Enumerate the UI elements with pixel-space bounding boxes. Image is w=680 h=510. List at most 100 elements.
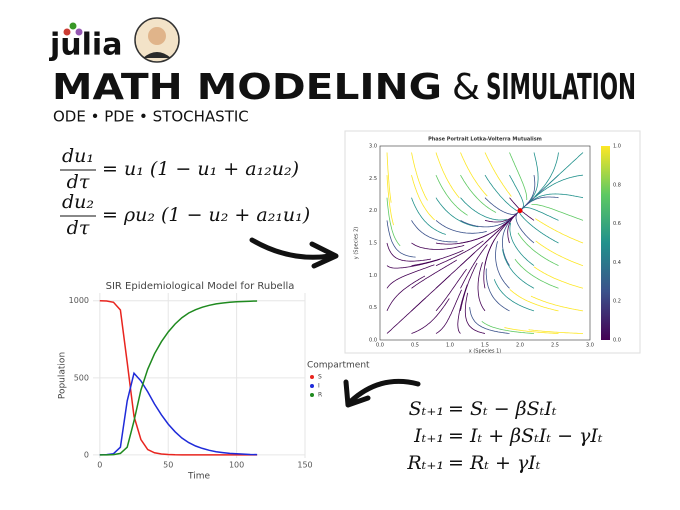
pp-x-tick: 3.0 — [586, 343, 594, 349]
pp-x-tick: 1.0 — [446, 343, 454, 349]
streamline — [460, 217, 512, 228]
streamline — [435, 289, 462, 334]
streamline — [435, 174, 468, 216]
arrow-head — [309, 241, 339, 269]
chart-title: SIR Epidemiological Model for Rubella — [106, 281, 295, 292]
series-line — [99, 371, 258, 456]
colorbar-tick: 0.2 — [613, 299, 621, 305]
logo-dot — [69, 22, 77, 30]
streamline — [411, 175, 435, 221]
streamline — [435, 197, 479, 228]
streamline — [435, 240, 484, 266]
streamline — [509, 222, 535, 266]
streamline — [501, 218, 513, 266]
colorbar-tick: 0.4 — [613, 260, 621, 266]
series-line — [99, 300, 258, 456]
streamline — [386, 197, 401, 247]
eq-denominator: dτ — [67, 171, 90, 193]
streamline — [411, 249, 464, 266]
streamline — [460, 262, 478, 311]
title: SIMULATION — [486, 67, 636, 108]
title: MATH MODELING — [52, 67, 442, 108]
title: & — [452, 67, 480, 108]
streamline — [386, 220, 416, 258]
streamline — [517, 232, 559, 266]
streamline — [460, 244, 488, 289]
pp-y-tick: 3.0 — [369, 144, 377, 150]
streamline — [435, 220, 487, 234]
arrow — [347, 378, 421, 405]
phase-portrait: Phase Portrait Lotka-Volterra Mutualism x… — [354, 137, 621, 355]
streamline — [484, 152, 512, 197]
streamline — [469, 307, 510, 334]
colorbar-tick: 0.6 — [613, 221, 621, 227]
pp-y-tick: 0.0 — [369, 338, 377, 344]
pp-x-tick: 2.0 — [516, 343, 524, 349]
legend-marker — [310, 375, 314, 379]
phase-portrait-frame — [344, 130, 641, 354]
y-tick-label: 500 — [74, 373, 89, 382]
streamline — [535, 240, 584, 266]
eq-rhs: = u₁ (1 − u₁ + a₁₂u₂) — [102, 158, 299, 180]
streamline — [529, 152, 539, 202]
pp-x-tick: 2.5 — [551, 343, 559, 349]
legend-marker — [310, 384, 314, 388]
logo-dot — [75, 28, 83, 36]
eq-numerator: du₂ — [62, 191, 94, 213]
streamline — [544, 152, 584, 189]
pp-y-tick: 2.5 — [369, 176, 377, 182]
streamline — [411, 259, 457, 289]
streamline — [386, 152, 392, 203]
streamline — [411, 197, 446, 235]
streamline — [457, 284, 468, 334]
streamline — [411, 220, 458, 243]
streamline — [485, 268, 510, 312]
streamline — [435, 268, 467, 312]
colorbar-tick: 0.8 — [613, 182, 621, 188]
colorbar-tick: 1.0 — [613, 144, 621, 150]
streamline — [411, 298, 450, 334]
streamline — [460, 197, 507, 221]
streamline — [530, 295, 584, 312]
streamline — [386, 275, 426, 312]
streamline — [386, 264, 435, 289]
streamline — [411, 152, 428, 201]
streamline — [502, 249, 535, 289]
avatar-face — [148, 27, 166, 45]
streamline — [460, 152, 488, 197]
eq-rhs: = Iₜ + βSₜIₜ − γIₜ — [448, 425, 603, 447]
streamline — [504, 327, 559, 334]
streamline — [386, 259, 440, 269]
pp-y-tick: 1.5 — [369, 241, 377, 247]
eq-lhs: Rₜ₊₁ — [406, 452, 444, 474]
streamline — [477, 262, 486, 312]
pp-x-tick: 1.5 — [481, 343, 489, 349]
streamline — [535, 218, 584, 244]
y-axis-label: Population — [58, 352, 68, 399]
arrow — [249, 237, 333, 260]
streamline — [528, 329, 583, 334]
streamline — [484, 174, 520, 212]
streamline — [534, 152, 559, 198]
eq-numerator: du₁ — [62, 145, 94, 167]
pp-y-tick: 1.0 — [369, 273, 377, 279]
eq-rhs: = Rₜ + γIₜ — [448, 452, 541, 474]
pp-y-tick: 0.5 — [369, 305, 377, 311]
streamline — [464, 292, 486, 334]
pp-xlabel: x (Species 1) — [469, 349, 502, 355]
streamline — [531, 203, 584, 221]
streamline — [411, 242, 465, 250]
streamline — [460, 220, 509, 244]
pp-y-tick: 2.0 — [369, 208, 377, 214]
pp-plot-frame — [379, 145, 591, 341]
streamline — [514, 258, 559, 289]
equilibrium — [517, 208, 523, 214]
colorbar — [601, 146, 610, 340]
legend-label: S — [318, 374, 322, 381]
eq-denominator: dτ — [67, 217, 90, 239]
logo: julia — [49, 28, 122, 63]
x-tick-label: 0 — [97, 461, 102, 470]
pp-x-tick: 0.0 — [376, 343, 384, 349]
avatar-body — [143, 52, 171, 58]
